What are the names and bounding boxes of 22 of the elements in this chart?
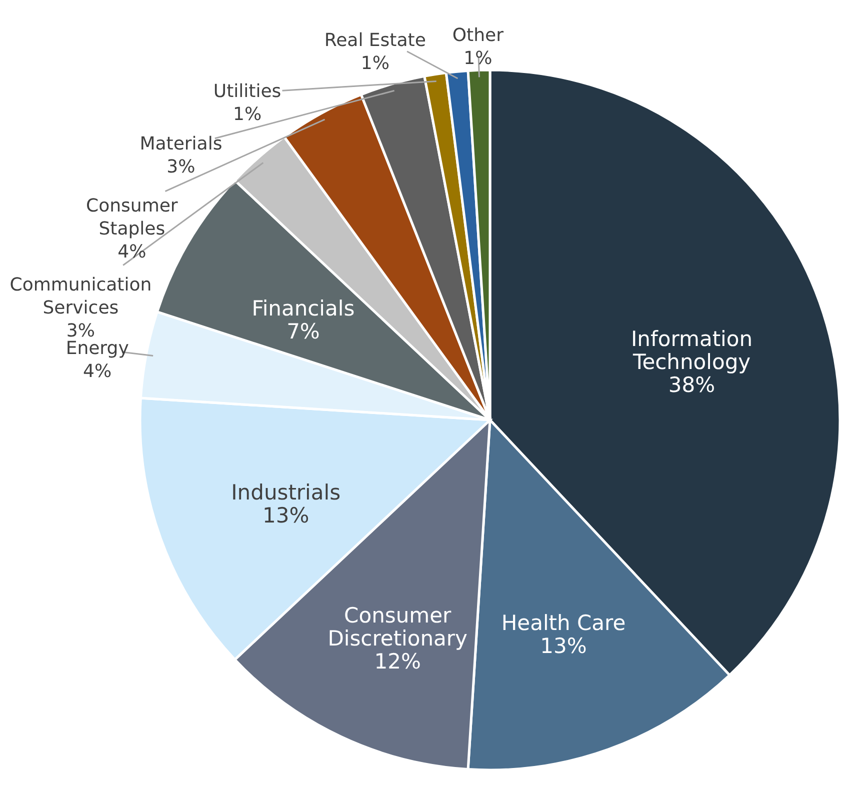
data-label: 1%: [464, 48, 492, 70]
data-label: 1%: [360, 53, 390, 74]
slice-label: Financials: [252, 296, 355, 321]
data-label: 4%: [118, 241, 146, 262]
data-label: 1%: [233, 104, 262, 126]
data-label: 12%: [374, 649, 421, 674]
data-label: 38%: [668, 373, 716, 398]
data-label: 13%: [540, 634, 587, 658]
slice-label: Utilities: [213, 81, 282, 102]
slice-label: Consumer Staples: [86, 195, 178, 240]
slice-label: Communication Services: [10, 274, 152, 319]
data-label: 4%: [83, 361, 112, 382]
slice-label: Industrials: [231, 480, 341, 505]
slice-label: Information Technology: [630, 327, 753, 374]
slice-label: Materials: [140, 134, 222, 155]
slice-label: Other: [452, 25, 504, 46]
data-label: 3%: [166, 156, 196, 178]
slice-label: Health Care: [501, 611, 626, 636]
data-label: 13%: [262, 504, 310, 528]
data-label: 7%: [286, 320, 320, 344]
slice-label: Real Estate: [324, 30, 426, 52]
slice-label: Consumer Discretionary: [328, 603, 468, 650]
